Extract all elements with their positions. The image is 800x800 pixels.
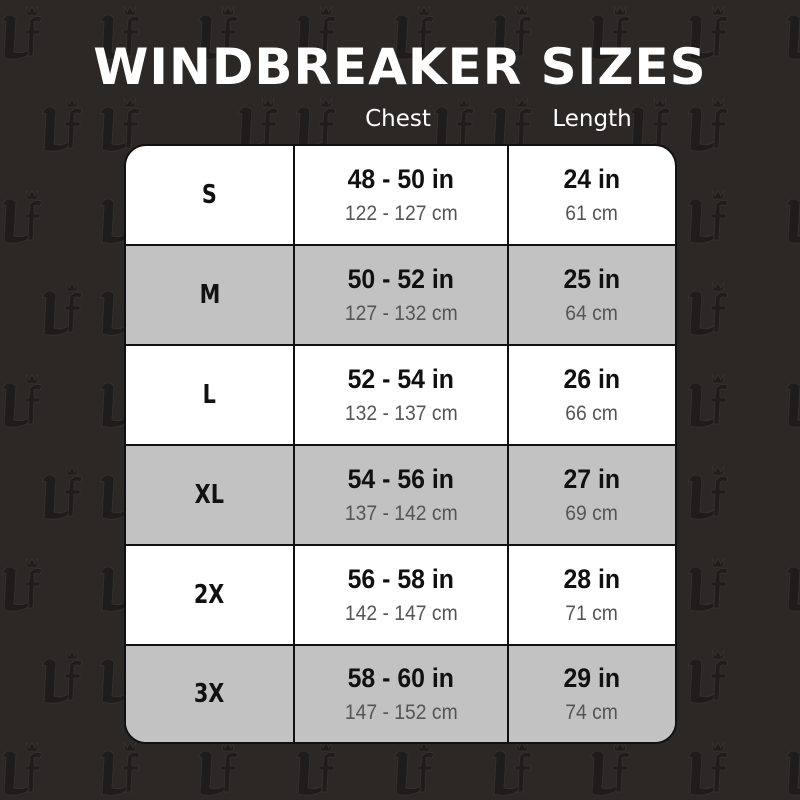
table-row: 2X 56 - 58 in 142 - 147 cm 28 in 71 cm [126, 546, 675, 646]
size-label: XL [194, 480, 225, 510]
chest-inches: 56 - 58 in [347, 564, 455, 594]
length-cell: 25 in 64 cm [509, 246, 675, 344]
chest-cell: 58 - 60 in 147 - 152 cm [295, 646, 509, 742]
size-cell: L [126, 346, 295, 444]
chest-cell: 54 - 56 in 137 - 142 cm [295, 446, 509, 544]
chest-inches: 48 - 50 in [347, 164, 455, 194]
size-label: L [202, 380, 217, 410]
length-inches: 27 in [563, 464, 621, 494]
length-cm: 61 cm [565, 202, 619, 225]
chest-cell: 50 - 52 in 127 - 132 cm [295, 246, 509, 344]
table-row: 3X 58 - 60 in 147 - 152 cm 29 in 74 cm [126, 646, 675, 742]
length-cell: 29 in 74 cm [509, 646, 675, 742]
length-inches: 24 in [563, 164, 621, 194]
column-header-chest: Chest [365, 106, 431, 132]
size-table: S 48 - 50 in 122 - 127 cm 24 in 61 cm M … [124, 144, 677, 744]
chest-cm: 147 - 152 cm [344, 701, 458, 724]
size-label: 2X [194, 580, 225, 610]
page-title: WINDBREAKER SIZES [93, 38, 707, 96]
chest-cell: 48 - 50 in 122 - 127 cm [295, 146, 509, 244]
length-cm: 74 cm [565, 701, 619, 724]
length-inches: 25 in [563, 264, 621, 294]
chest-cm: 122 - 127 cm [344, 202, 458, 225]
size-label: M [199, 280, 220, 310]
chest-cell: 52 - 54 in 132 - 137 cm [295, 346, 509, 444]
length-inches: 28 in [563, 564, 621, 594]
size-cell: 3X [126, 646, 295, 742]
size-cell: M [126, 246, 295, 344]
table-row: M 50 - 52 in 127 - 132 cm 25 in 64 cm [126, 246, 675, 346]
chest-inches: 58 - 60 in [347, 663, 455, 693]
column-header-length: Length [552, 106, 632, 132]
chest-inches: 52 - 54 in [347, 364, 455, 394]
length-cell: 26 in 66 cm [509, 346, 675, 444]
size-cell: XL [126, 446, 295, 544]
length-cm: 71 cm [565, 602, 619, 625]
chest-cm: 142 - 147 cm [344, 602, 458, 625]
length-cell: 28 in 71 cm [509, 546, 675, 644]
chest-cm: 137 - 142 cm [344, 502, 458, 525]
chest-inches: 54 - 56 in [347, 464, 455, 494]
table-row: L 52 - 54 in 132 - 137 cm 26 in 66 cm [126, 346, 675, 446]
size-label: S [201, 180, 217, 210]
chest-cell: 56 - 58 in 142 - 147 cm [295, 546, 509, 644]
length-inches: 26 in [563, 364, 621, 394]
size-cell: S [126, 146, 295, 244]
chest-cm: 127 - 132 cm [344, 302, 458, 325]
table-row: XL 54 - 56 in 137 - 142 cm 27 in 69 cm [126, 446, 675, 546]
chest-inches: 50 - 52 in [347, 264, 455, 294]
size-table-body: S 48 - 50 in 122 - 127 cm 24 in 61 cm M … [126, 146, 675, 742]
length-cm: 64 cm [565, 302, 619, 325]
length-cell: 27 in 69 cm [509, 446, 675, 544]
length-cm: 66 cm [565, 402, 619, 425]
table-row: S 48 - 50 in 122 - 127 cm 24 in 61 cm [126, 146, 675, 246]
length-cm: 69 cm [565, 502, 619, 525]
chest-cm: 132 - 137 cm [344, 402, 458, 425]
length-inches: 29 in [563, 663, 621, 693]
size-label: 3X [194, 679, 225, 709]
length-cell: 24 in 61 cm [509, 146, 675, 244]
size-cell: 2X [126, 546, 295, 644]
